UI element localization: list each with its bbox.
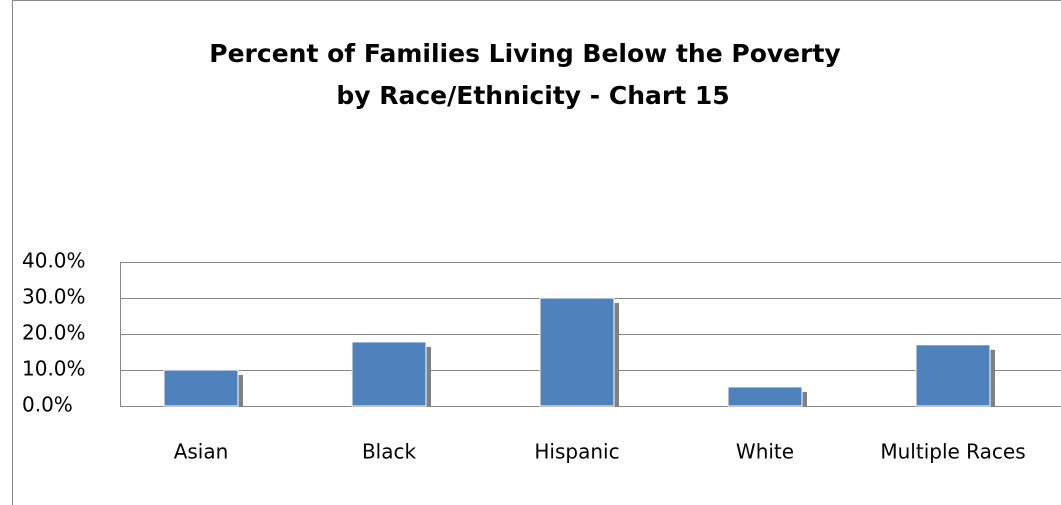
y-tick-label: 30.0%: [22, 285, 86, 309]
x-tick-label: Hispanic: [534, 440, 619, 464]
bar: [163, 369, 239, 407]
bar: [727, 386, 803, 407]
x-tick-label: Asian: [174, 440, 229, 464]
bar: [351, 341, 427, 407]
x-tick-label: Multiple Races: [880, 440, 1025, 464]
chart-title: Percent of Families Living Below the Pov…: [209, 39, 840, 68]
chart-title: by Race/Ethnicity - Chart 15: [336, 81, 729, 110]
y-tick-label: 0.0%: [22, 393, 73, 417]
bar: [539, 297, 615, 407]
x-tick-label: Black: [362, 440, 417, 464]
y-tick-label: 40.0%: [22, 249, 86, 273]
x-tick-label: White: [736, 440, 794, 464]
y-tick-label: 20.0%: [22, 321, 86, 345]
y-tick-label: 10.0%: [22, 357, 86, 381]
bar: [915, 344, 991, 407]
